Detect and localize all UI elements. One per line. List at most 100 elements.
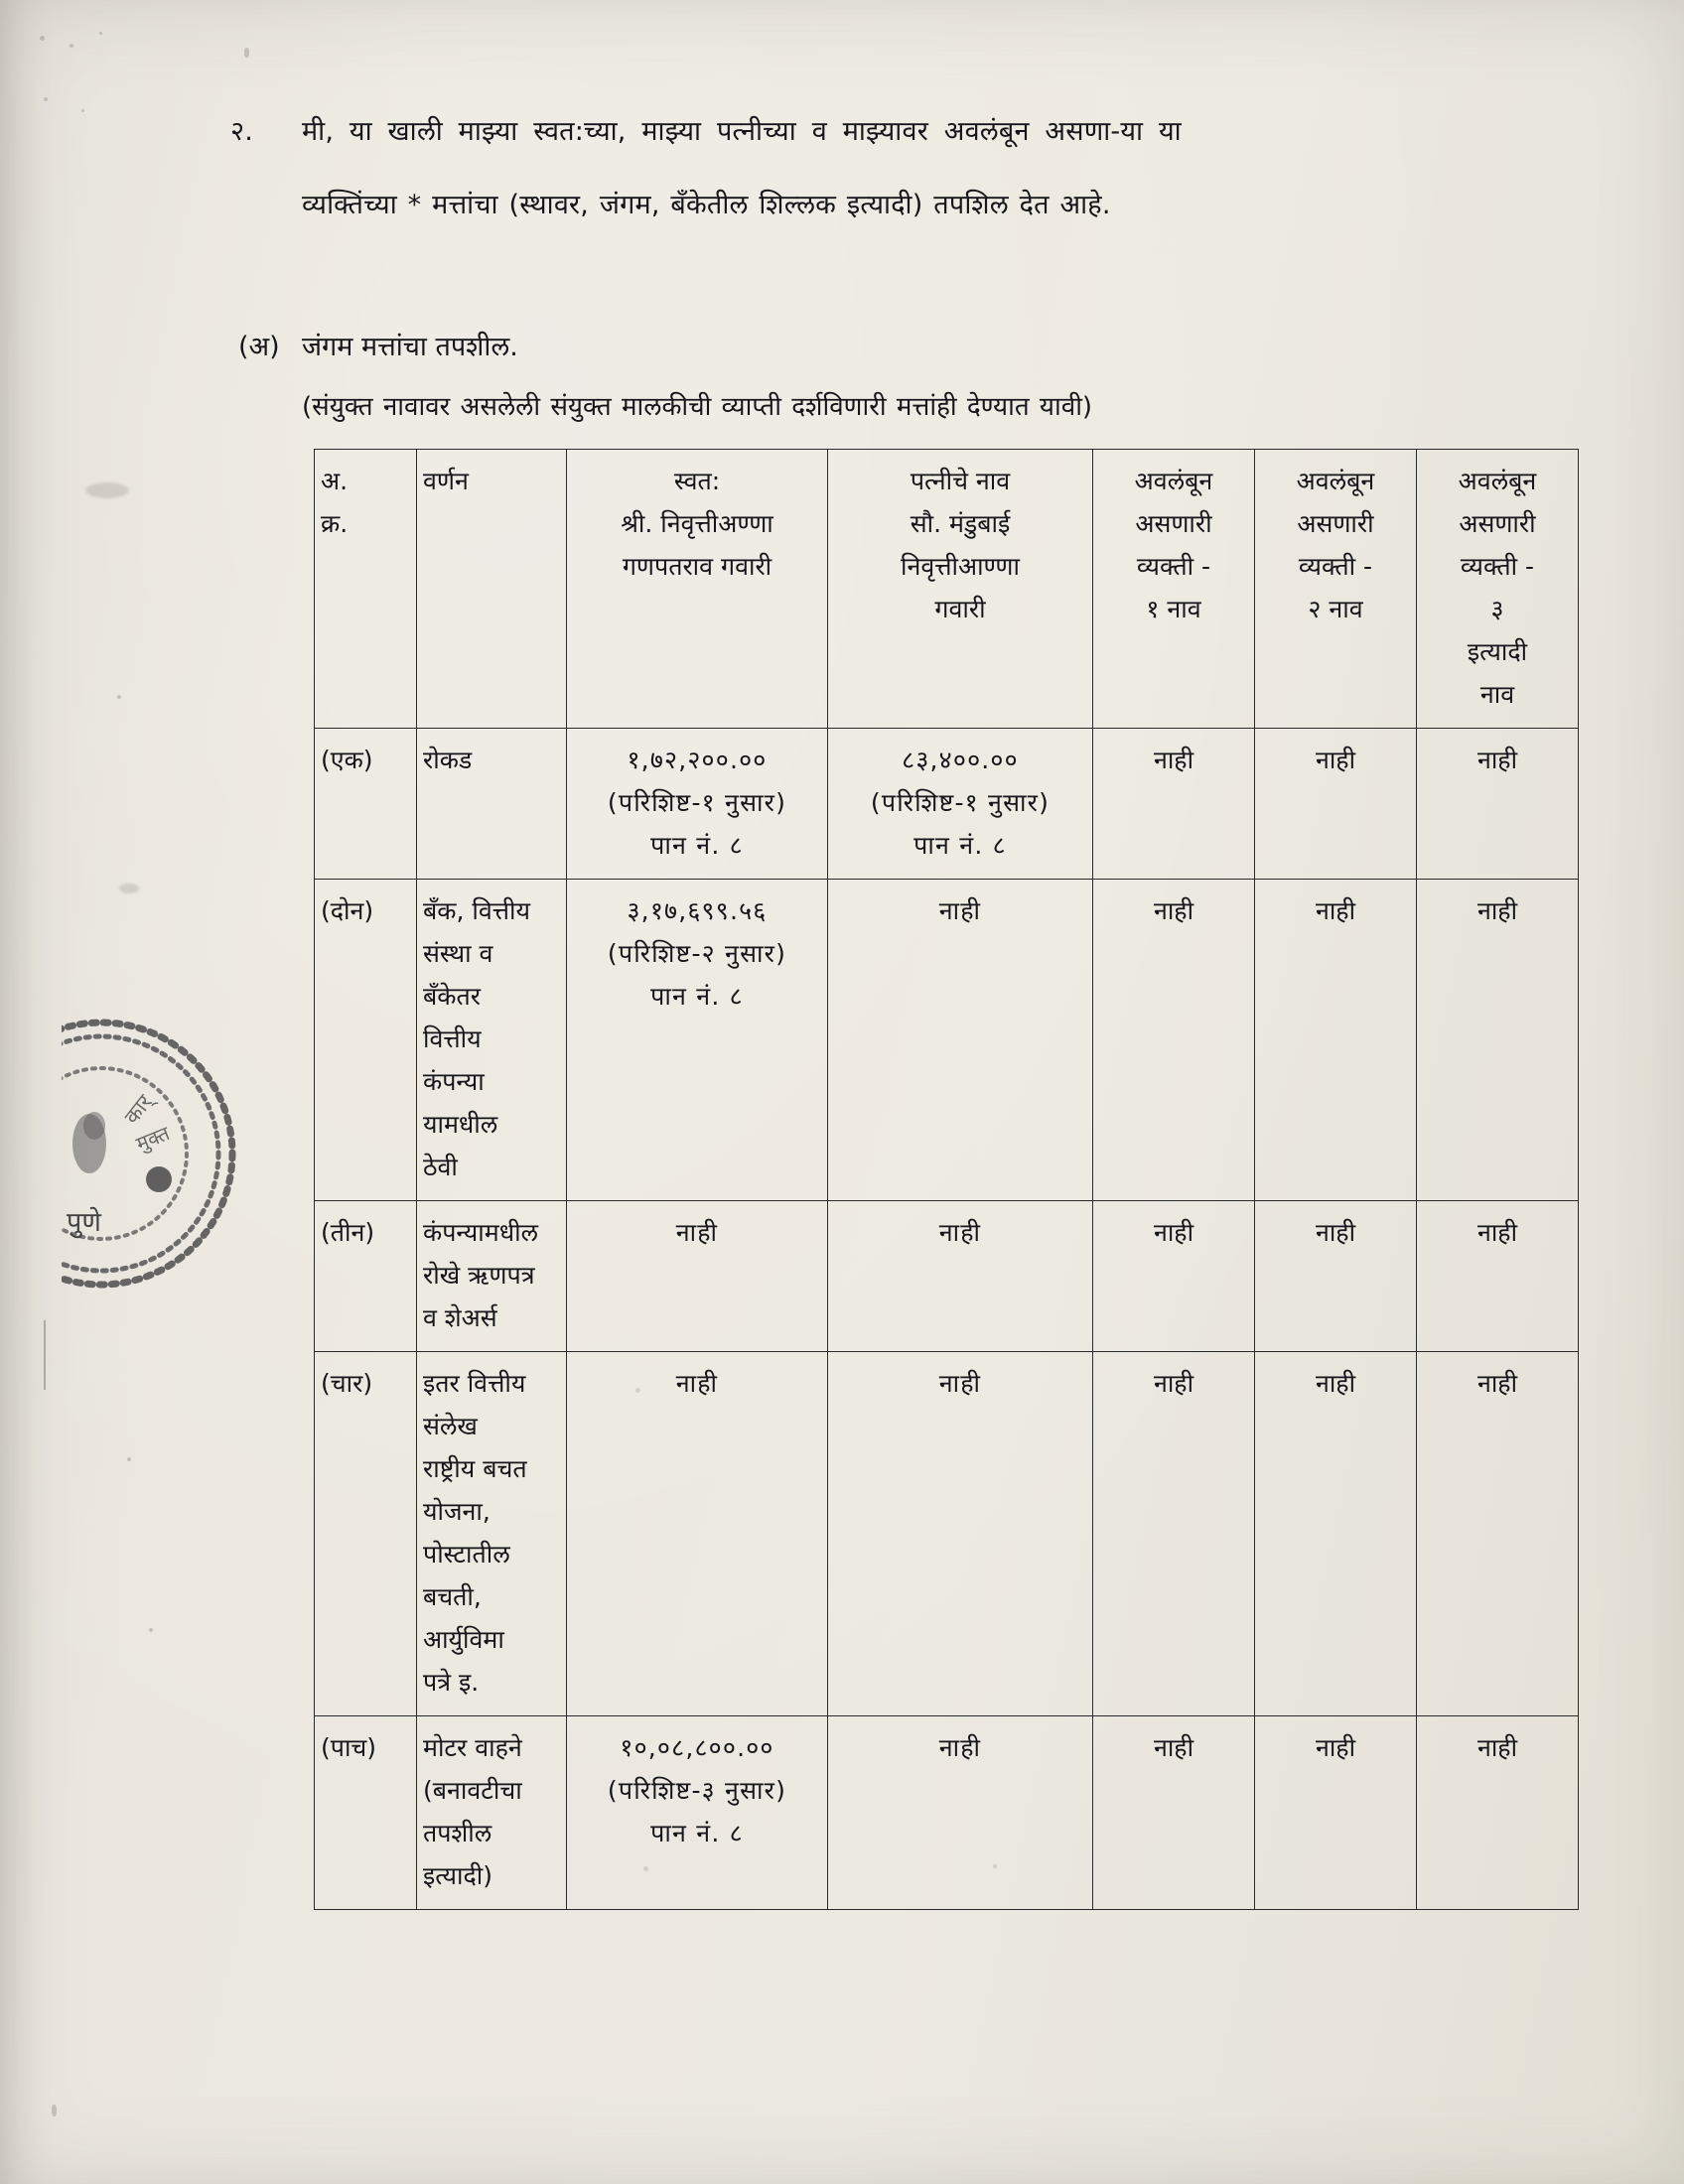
row-cell-description: रोकड <box>416 728 567 880</box>
header-cell-description: वर्णन <box>416 449 567 729</box>
row-cell-self-lines: ३,१७,६९९.५६ (परिशिष्ट-२ नुसार) पान नं. ८ <box>573 889 821 1018</box>
row-cell-description-line: योजना, <box>423 1497 491 1526</box>
row-cell-dependent-2-lines: नाही <box>1261 1362 1410 1405</box>
scan-hairline <box>44 1320 46 1390</box>
clause-line-2: व्यक्तिंच्या * मत्तांचा (स्थावर, जंगम, ब… <box>302 190 1111 220</box>
row-cell-dependent-1-lines: नाही <box>1099 739 1248 781</box>
row-cell-self: नाही <box>566 1200 828 1352</box>
row-cell-sr-line: (दोन) <box>321 896 374 925</box>
table-row: (चार) इतर वित्तीय संलेख राष्ट्रीय बचत योजना,… <box>314 1351 1579 1716</box>
row-cell-description: मोटर वाहने (बनावटीचा तपशील इत्यादी) <box>416 1715 567 1910</box>
row-cell-wife-lines: नाही <box>834 1726 1086 1769</box>
header-cell-dependent-2: अवलंबून असणारी व्यक्ती -२ नाव <box>1254 449 1417 729</box>
row-cell-description-line: आर्युविमा <box>423 1625 504 1654</box>
row-cell-description: बँक, वित्तीय संस्था व बँकेतर वित्तीय कंपन्या… <box>416 879 567 1201</box>
row-cell-self-lines: १,७२,२००.०० (परिशिष्ट-१ नुसार) पान नं. ८ <box>573 739 821 867</box>
row-cell-dependent-2-lines: नाही <box>1261 1726 1410 1769</box>
row-cell-description-line: ठेवी <box>423 1153 458 1181</box>
header-cell-sr: अ. क्र. <box>314 449 417 729</box>
table-header: अ. क्र. वर्णन स्वत: श्री. निवृत्तीअण्णा गणप… <box>314 449 1579 729</box>
scan-speck <box>40 36 45 41</box>
row-cell-description-line: पत्रे इ. <box>423 1668 480 1697</box>
row-cell-description-line: रोकड <box>423 746 473 774</box>
row-cell-description-line: बचती, <box>423 1582 482 1611</box>
row-cell-sr: (तीन) <box>314 1200 417 1352</box>
row-cell-dependent-3-lines: नाही <box>1423 1726 1572 1769</box>
header-cell-dependent-1: अवलंबून असणारी व्यक्ती -१ नाव <box>1092 449 1255 729</box>
movable-assets-table-wrapper: अ. क्र. वर्णन स्वत: श्री. निवृत्तीअण्णा गणप… <box>314 449 1579 1910</box>
scan-speck <box>99 32 102 35</box>
row-cell-description: इतर वित्तीय संलेख राष्ट्रीय बचत योजना, पोस्ट… <box>416 1351 567 1716</box>
table-row: (एक) रोकड १,७२,२००.०० (परिशिष्ट-१ नुसार) पान… <box>314 728 1579 880</box>
row-cell-description-line: बँकेतर <box>423 982 481 1011</box>
row-cell-dependent-2-lines: नाही <box>1261 889 1410 932</box>
row-cell-sr: (एक) <box>314 728 417 880</box>
row-cell-description-line: वित्तीय <box>423 1024 482 1053</box>
row-cell-self-line: १,७२,२००.०० <box>627 746 768 774</box>
row-cell-dependent-1: नाही <box>1092 879 1255 1201</box>
scan-smudge <box>85 482 129 498</box>
row-cell-self-line: नाही <box>675 1369 719 1398</box>
row-cell-self: १०,०८,८००.०० (परिशिष्ट-३ नुसार) पान नं. ८ <box>566 1715 828 1910</box>
row-cell-dependent-1-lines: नाही <box>1099 1362 1248 1405</box>
row-cell-description-lines: बँक, वित्तीय संस्था व बँकेतर वित्तीय कंपन्या… <box>423 889 560 1188</box>
row-cell-dependent-3: नाही <box>1416 1200 1579 1352</box>
row-cell-dependent-3-line: नाही <box>1476 1369 1518 1398</box>
row-cell-description-line: इतर वित्तीय <box>423 1369 526 1398</box>
row-cell-description-line: संलेख <box>423 1412 478 1440</box>
row-cell-description-line: मोटर वाहने <box>423 1733 522 1762</box>
row-cell-description-line: पोस्टातील <box>423 1540 510 1569</box>
row-cell-self-line: १०,०८,८००.०० <box>620 1733 774 1762</box>
row-cell-dependent-3-lines: नाही <box>1423 889 1572 932</box>
row-cell-dependent-2-line: नाही <box>1315 746 1356 774</box>
row-cell-dependent-2: नाही <box>1254 1715 1417 1910</box>
scan-speck <box>52 2105 57 2116</box>
row-cell-wife: नाही <box>827 1200 1093 1352</box>
row-cell-wife-lines: ८३,४००.०० (परिशिष्ट-१ नुसार) पान नं. ८ <box>834 739 1086 867</box>
row-cell-dependent-1-line: नाही <box>1153 1733 1194 1762</box>
row-cell-sr: (दोन) <box>314 879 417 1201</box>
row-cell-dependent-2-line: नाही <box>1315 1218 1356 1247</box>
row-cell-dependent-3-line: नाही <box>1476 896 1518 925</box>
row-cell-wife-lines: नाही <box>834 1211 1086 1254</box>
row-cell-dependent-3: नाही <box>1416 879 1579 1201</box>
row-cell-description-line: व शेअर्स <box>423 1303 497 1332</box>
row-cell-dependent-2-line: नाही <box>1315 896 1356 925</box>
row-cell-description-lines: इतर वित्तीय संलेख राष्ट्रीय बचत योजना, पोस्ट… <box>423 1362 560 1704</box>
row-cell-description-line: यामधील <box>423 1110 498 1139</box>
row-cell-dependent-1-line: नाही <box>1153 896 1194 925</box>
row-cell-description-line: रोखे ऋणपत्र <box>423 1261 535 1290</box>
row-cell-dependent-2-lines: नाही <box>1261 1211 1410 1254</box>
row-cell-wife-line: नाही <box>938 1369 982 1398</box>
table-header-row: अ. क्र. वर्णन स्वत: श्री. निवृत्तीअण्णा गणप… <box>314 449 1579 729</box>
row-cell-dependent-2: नाही <box>1254 879 1417 1201</box>
row-cell-description-line: कंपन्यामधील <box>423 1218 539 1247</box>
clause-number: २. <box>230 116 254 147</box>
row-cell-dependent-2: नाही <box>1254 728 1417 880</box>
row-cell-dependent-2-line: नाही <box>1315 1369 1356 1398</box>
row-cell-description-lines: रोकड <box>423 739 560 781</box>
seal-city-label: पुणे <box>67 1206 101 1239</box>
table-body: (एक) रोकड १,७२,२००.०० (परिशिष्ट-१ नुसार) पान… <box>314 728 1579 1910</box>
table-row: (तीन) कंपन्यामधील रोखे ऋणपत्र व शेअर्स नाही न… <box>314 1200 1579 1352</box>
row-cell-sr-line: (चार) <box>321 1369 373 1398</box>
row-cell-wife-line: पान नं. ८ <box>913 831 1007 860</box>
row-cell-wife: नाही <box>827 1715 1093 1910</box>
row-cell-self: १,७२,२००.०० (परिशिष्ट-१ नुसार) पान नं. ८ <box>566 728 828 880</box>
row-cell-dependent-3: नाही <box>1416 728 1579 880</box>
row-cell-description-line: कंपन्या <box>423 1067 485 1096</box>
row-cell-wife-line: नाही <box>938 896 982 925</box>
row-cell-dependent-2-lines: नाही <box>1261 739 1410 781</box>
row-cell-description-line: राष्ट्रीय बचत <box>423 1454 527 1483</box>
row-cell-self-line: पान नं. ८ <box>650 982 744 1011</box>
row-cell-self-line: पान नं. ८ <box>650 831 744 860</box>
row-cell-self: ३,१७,६९९.५६ (परिशिष्ट-२ नुसार) पान नं. ८ <box>566 879 828 1201</box>
row-cell-self-lines: १०,०८,८००.०० (परिशिष्ट-३ नुसार) पान नं. ८ <box>573 1726 821 1854</box>
row-cell-dependent-3-line: नाही <box>1476 1218 1518 1247</box>
row-cell-description-lines: कंपन्यामधील रोखे ऋणपत्र व शेअर्स <box>423 1211 560 1339</box>
row-cell-sr-line: (एक) <box>321 746 373 774</box>
row-cell-self-line: (परिशिष्ट-१ नुसार) <box>607 788 787 817</box>
row-cell-sr: (चार) <box>314 1351 417 1716</box>
svg-text:कार्: कार् <box>120 1088 160 1130</box>
